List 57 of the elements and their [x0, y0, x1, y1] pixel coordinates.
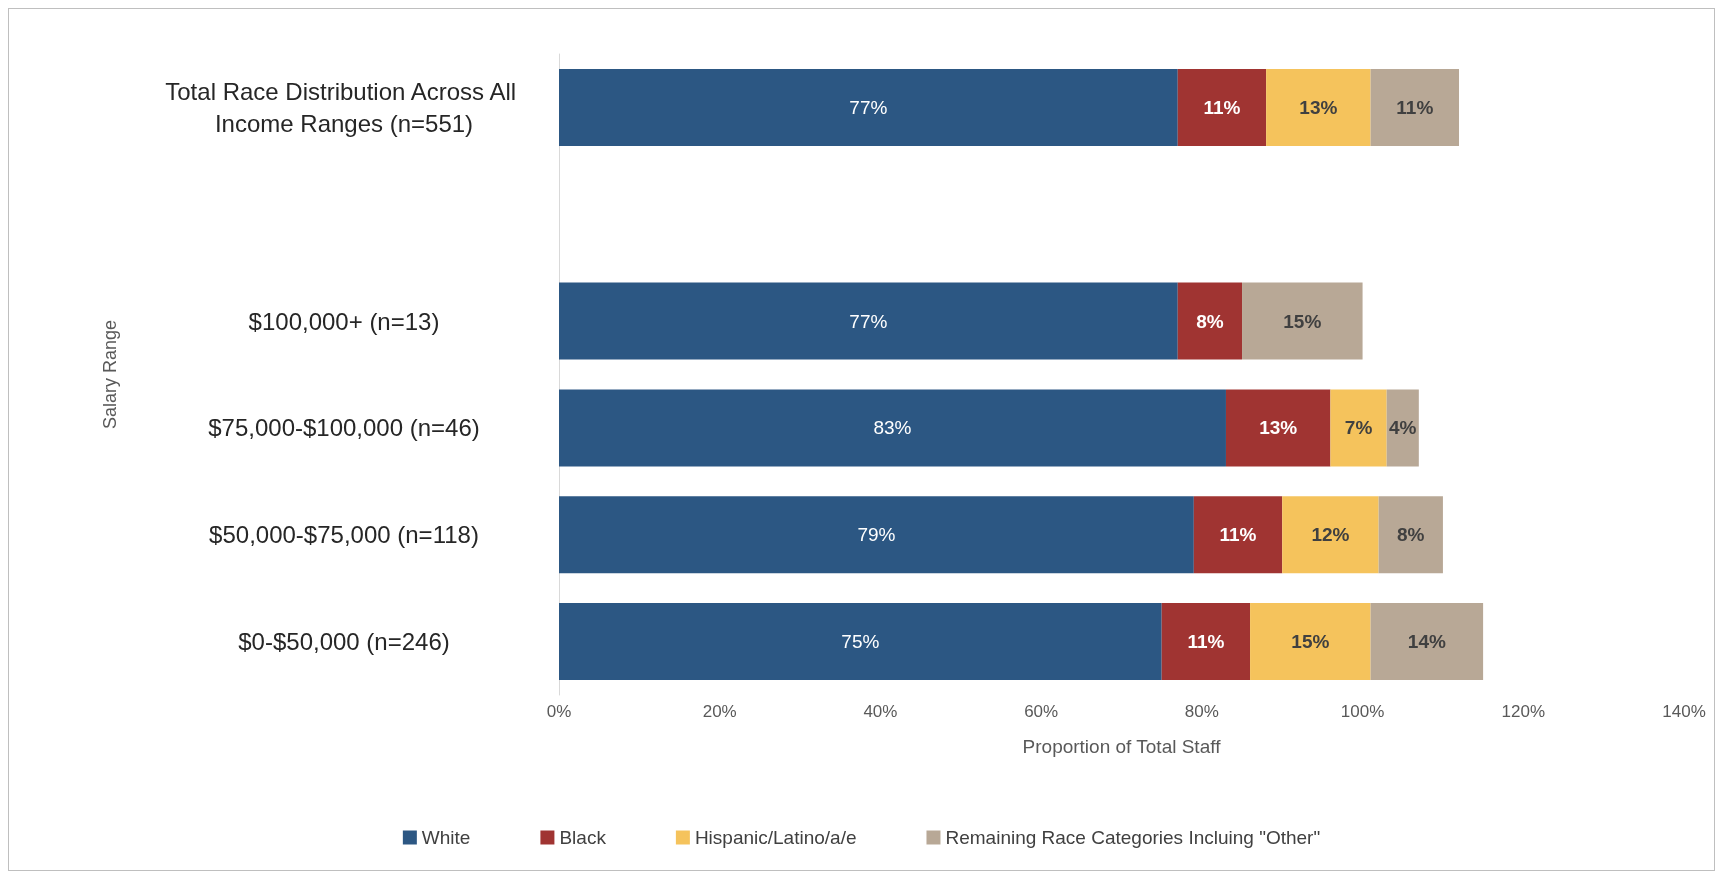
- y-tick-label: $50,000-$75,000 (n=118): [209, 521, 479, 549]
- data-label: 75%: [841, 631, 880, 653]
- x-axis-title: Proportion of Total Staff: [1022, 736, 1222, 757]
- data-label: 11%: [1396, 96, 1434, 118]
- x-tick-label: 100%: [1340, 702, 1385, 721]
- y-tick-label: Total Race Distribution Across All Income Ranges (n=551): [165, 77, 523, 137]
- x-tick-label: 60%: [1024, 702, 1059, 721]
- y-tick-label: $100,000+ (n=13): [248, 307, 440, 335]
- y-tick-label: $75,000-$100,000 (n=46): [208, 414, 480, 442]
- x-tick-label: 140%: [1662, 702, 1706, 721]
- bar: [1370, 68, 1459, 146]
- bar: [1266, 68, 1371, 146]
- x-tick-label: 120%: [1501, 702, 1546, 721]
- data-label: 8%: [1397, 524, 1425, 546]
- bar: [1370, 603, 1484, 681]
- bar: [559, 68, 1178, 146]
- data-label: 13%: [1259, 417, 1298, 439]
- data-label: 11%: [1203, 96, 1241, 118]
- bar: [1250, 603, 1371, 681]
- data-label: 7%: [1344, 417, 1373, 439]
- bar: [1193, 496, 1283, 574]
- bar: [559, 282, 1178, 360]
- data-label: 15%: [1283, 310, 1322, 332]
- bar: [1242, 282, 1363, 360]
- x-tick-label: 0%: [546, 702, 572, 721]
- bar: [559, 496, 1194, 574]
- bar: [1177, 282, 1243, 360]
- legend-label: Hispanic/Latino/a/e: [694, 827, 857, 848]
- data-label: 79%: [857, 524, 896, 546]
- y-tick-label: $0-$50,000 (n=246): [238, 628, 450, 656]
- data-label: 11%: [1187, 631, 1225, 653]
- data-label: 12%: [1311, 524, 1350, 546]
- bar: [1386, 389, 1419, 467]
- data-label: 77%: [849, 96, 888, 118]
- bar: [1330, 389, 1387, 467]
- data-label: 8%: [1196, 310, 1224, 332]
- data-label: 13%: [1299, 96, 1338, 118]
- bar: [1378, 496, 1443, 574]
- data-label: 15%: [1291, 631, 1330, 653]
- x-tick-label: 40%: [863, 702, 898, 721]
- data-label: 83%: [873, 417, 912, 439]
- data-label: 77%: [849, 310, 888, 332]
- data-label: 4%: [1389, 417, 1417, 439]
- legend-label: Black: [559, 827, 607, 848]
- x-tick-label: 80%: [1184, 702, 1219, 721]
- x-tick-label: 20%: [702, 702, 737, 721]
- bar: [559, 389, 1226, 467]
- legend-label: White: [421, 827, 471, 848]
- bar: [1177, 68, 1267, 146]
- bar: [1161, 603, 1251, 681]
- legend-label: Remaining Race Categories Incluing "Other": [945, 827, 1321, 848]
- y-axis-title: Salary Range: [100, 319, 120, 430]
- bar: [559, 603, 1162, 681]
- data-label: 14%: [1407, 631, 1446, 653]
- bar: [1282, 496, 1379, 574]
- data-label: 11%: [1219, 524, 1257, 546]
- bar: [1225, 389, 1331, 467]
